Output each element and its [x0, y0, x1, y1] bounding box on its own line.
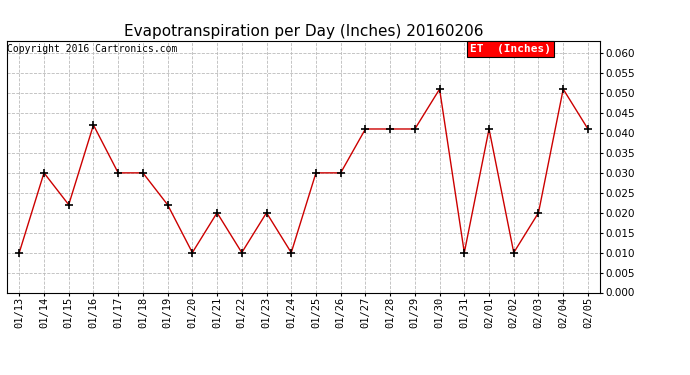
Text: ET  (Inches): ET (Inches)	[470, 44, 551, 54]
Text: Copyright 2016 Cartronics.com: Copyright 2016 Cartronics.com	[8, 44, 178, 54]
Title: Evapotranspiration per Day (Inches) 20160206: Evapotranspiration per Day (Inches) 2016…	[124, 24, 484, 39]
